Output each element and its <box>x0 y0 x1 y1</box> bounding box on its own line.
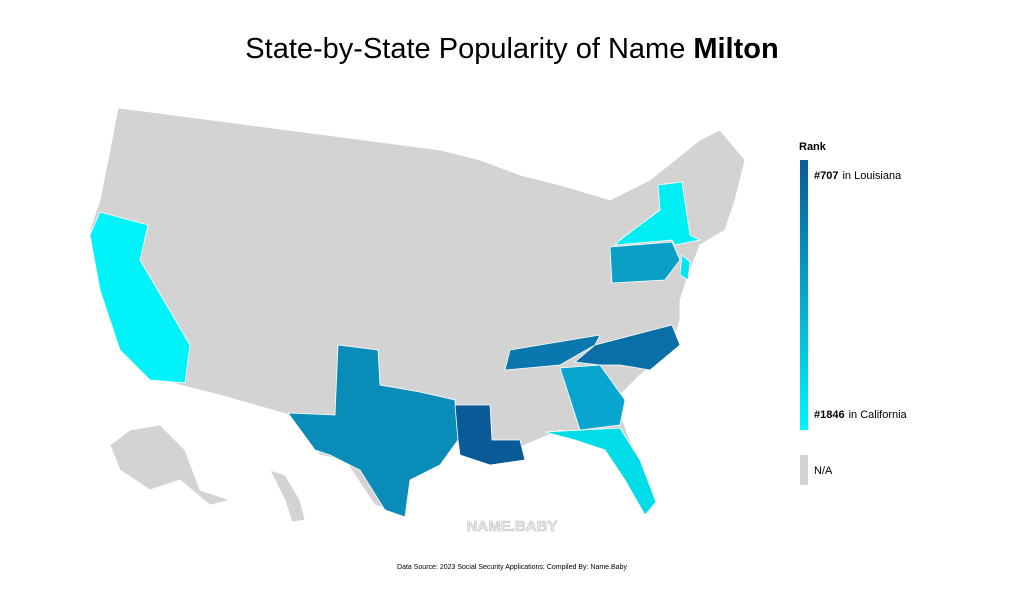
title: State-by-State Popularity of Name Milton <box>245 33 778 65</box>
state <box>504 334 601 371</box>
state <box>679 254 691 281</box>
legend-title: Rank <box>799 141 827 153</box>
legend-top-state: in Louisiana <box>842 170 902 182</box>
legend-bottom: #1846 in California <box>814 409 908 421</box>
state <box>609 241 681 284</box>
state <box>574 324 681 371</box>
alaska <box>109 424 232 506</box>
state <box>89 211 191 384</box>
state <box>544 427 657 516</box>
legend-top-rank: #707 <box>814 170 838 182</box>
state <box>613 181 702 246</box>
state <box>287 344 459 518</box>
legend-na: N/A <box>814 465 833 477</box>
legend-gradient <box>800 160 808 430</box>
state <box>454 404 526 466</box>
title-name: Milton <box>693 33 778 65</box>
legend-na-swatch <box>800 455 808 485</box>
legend-bottom-state: in California <box>849 409 908 421</box>
state <box>559 364 626 431</box>
legend-bottom-rank: #1846 <box>814 409 845 421</box>
map <box>89 107 746 523</box>
watermark: NAME.BABY <box>467 518 558 535</box>
title-text: State-by-State Popularity of Name <box>245 33 685 65</box>
source: Data Source: 2023 Social Security Applic… <box>397 564 627 571</box>
legend-top: #707 in Louisiana <box>814 170 902 182</box>
hawaii <box>269 469 306 523</box>
